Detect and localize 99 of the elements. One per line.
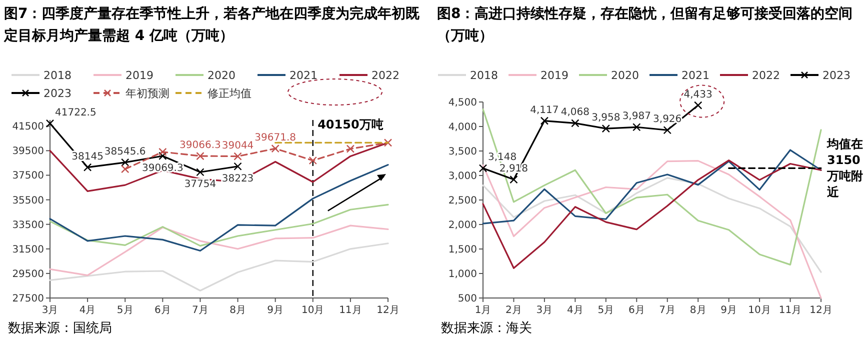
- data-label: 4,433: [684, 89, 712, 100]
- data-label: 3,987: [622, 111, 651, 122]
- legend-label: 年初预测: [126, 87, 170, 100]
- x-tick-label: 11月: [339, 305, 362, 316]
- data-label: 38545.6: [104, 146, 146, 158]
- point: [602, 124, 610, 133]
- data-label: 39044: [222, 140, 254, 152]
- x-tick-label: 3月: [42, 305, 58, 316]
- y-tick-label: 4,000: [448, 122, 477, 133]
- y-tick-label: 500: [458, 294, 477, 304]
- source-note: 数据来源：国统局: [8, 321, 112, 336]
- y-tick-label: 4,500: [448, 98, 477, 108]
- point: [346, 144, 355, 153]
- y-tick-label: 2,000: [448, 220, 477, 231]
- chart-title: 图7：四季度产量存在季节性上升，若各产地在四季度为完成年初既定目标月均产量需超 4 亿吨（万吨）: [3, 5, 421, 44]
- point: [158, 152, 167, 160]
- point: [510, 175, 518, 184]
- data-label: 41722.5: [55, 107, 96, 118]
- x-tick-label: 9月: [720, 305, 738, 316]
- y-tick-label: 1,000: [448, 269, 477, 280]
- y-tick-label: 29500: [12, 268, 44, 280]
- point: [46, 119, 54, 128]
- x-tick-label: 8月: [230, 305, 246, 316]
- x-tick-label: 11月: [778, 305, 802, 316]
- y-tick-label: 3,000: [448, 171, 477, 182]
- x-tick-label: 9月: [267, 305, 284, 316]
- data-label: 39069.3: [142, 162, 184, 174]
- point: [632, 123, 641, 132]
- x-tick-label: 7月: [659, 305, 676, 316]
- legend-label: 2020: [208, 69, 236, 82]
- point: [271, 144, 280, 153]
- y-tick-label: 35500: [12, 195, 44, 206]
- x-tick-label: 7月: [192, 305, 208, 316]
- point: [694, 101, 702, 110]
- point: [121, 165, 130, 174]
- legend-label: 2022: [372, 69, 400, 82]
- annotation: 均值在3150万吨附近: [826, 137, 863, 200]
- data-label: 3,958: [592, 112, 620, 124]
- x-tick-label: 6月: [628, 305, 645, 316]
- chart-title: 图8：高进口持续性存疑，存在隐忧，但留有足够可接受回落的空间（万吨）: [437, 5, 853, 44]
- legend-label: 2022: [752, 69, 780, 82]
- legend-label: 2019: [126, 69, 154, 82]
- data-label: 37754: [184, 179, 216, 190]
- x-tick-label: 4月: [566, 305, 584, 316]
- x-tick-label: 1月: [474, 305, 492, 316]
- point: [158, 148, 167, 156]
- point: [384, 138, 392, 147]
- point: [478, 164, 488, 172]
- legend-label: 2019: [540, 69, 568, 82]
- point: [121, 158, 130, 167]
- line-series: [49, 242, 389, 292]
- point: [571, 119, 580, 128]
- point: [196, 168, 204, 176]
- point: [234, 152, 242, 160]
- x-tick-label: 5月: [116, 305, 134, 316]
- x-tick-label: 2月: [506, 305, 522, 316]
- legend-label: 2023: [822, 69, 850, 82]
- x-tick-label: 4月: [79, 305, 96, 316]
- legend-label: 2018: [470, 69, 498, 82]
- point: [540, 116, 549, 125]
- y-tick-label: 37500: [12, 170, 44, 182]
- y-tick-label: 1,500: [448, 244, 477, 256]
- y-tick-label: 2,500: [448, 196, 477, 206]
- legend-label: 2023: [44, 87, 72, 100]
- x-tick-label: 3月: [536, 305, 553, 316]
- point: [663, 126, 672, 134]
- data-label: 4,117: [530, 104, 559, 116]
- y-tick-label: 3,500: [448, 146, 477, 158]
- data-label: 39066.3: [180, 140, 221, 152]
- y-tick-label: 31500: [12, 244, 44, 256]
- x-tick-label: 10月: [748, 305, 771, 316]
- line-series: [482, 160, 822, 269]
- y-tick-label: 33500: [12, 220, 44, 231]
- line-series: [49, 164, 389, 252]
- line-series: [482, 177, 822, 273]
- legend-label: 2018: [44, 69, 72, 82]
- data-label: 4,068: [560, 107, 590, 118]
- x-tick-label: 12月: [376, 305, 400, 316]
- x-tick-label: 6月: [154, 305, 171, 316]
- legend-label: 2021: [682, 69, 710, 82]
- x-tick-label: 10月: [302, 305, 324, 316]
- legend-label: 2020: [611, 69, 639, 82]
- line-series: [49, 224, 389, 276]
- data-label: 39671.8: [254, 132, 296, 144]
- point: [308, 156, 317, 165]
- line-series: [49, 204, 389, 247]
- point: [234, 162, 242, 170]
- x-tick-label: 12月: [810, 305, 832, 316]
- y-tick-label: 41500: [12, 122, 44, 133]
- point: [83, 163, 92, 172]
- y-tick-label: 27500: [12, 294, 44, 304]
- source-note: 数据来源：海关: [441, 321, 532, 336]
- x-tick-label: 5月: [598, 305, 614, 316]
- x-tick-label: 8月: [690, 305, 706, 316]
- legend-label: 修正均值: [208, 87, 252, 100]
- y-tick-label: 39500: [12, 146, 44, 158]
- point: [196, 152, 204, 160]
- annotation: 40150万吨: [318, 118, 384, 132]
- legend-label: 2021: [290, 69, 318, 82]
